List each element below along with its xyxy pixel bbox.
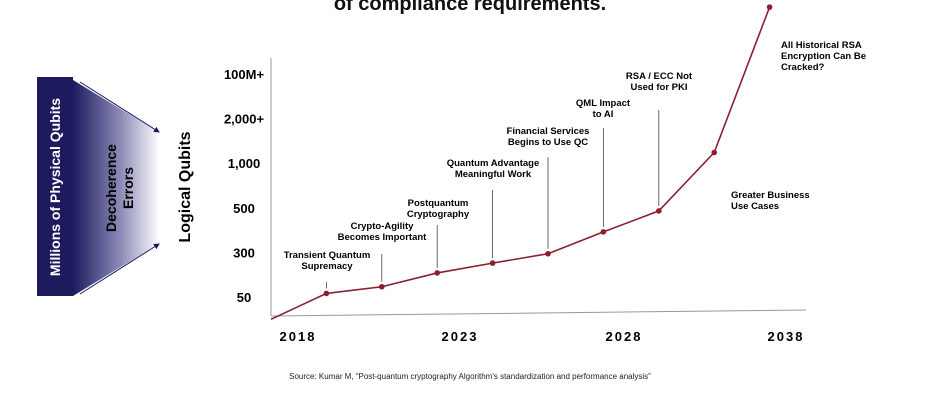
annotation-label: Financial Services Begins to Use QC bbox=[507, 126, 590, 148]
annotation-label: Transient Quantum Supremacy bbox=[284, 250, 371, 272]
y-tick-label: 500 bbox=[233, 201, 255, 216]
annotation-label: Quantum Advantage Meaningful Work bbox=[447, 158, 540, 180]
physical-qubits-box bbox=[37, 77, 73, 296]
annotation-label: Crypto-Agility Becomes Important bbox=[338, 221, 428, 243]
y-tick-label: 300 bbox=[233, 245, 255, 260]
side-panel: Millions of Physical Qubits Decoherence … bbox=[37, 77, 160, 296]
x-tick-label-2023: 2023 bbox=[442, 329, 479, 344]
x-tick-label-2028: 2028 bbox=[606, 329, 643, 344]
decoherence-funnel bbox=[73, 80, 160, 296]
x-tick-label-2018: 2018 bbox=[280, 329, 317, 344]
data-point bbox=[656, 208, 662, 214]
annotation-label: QML Impact to AI bbox=[576, 98, 631, 120]
data-point bbox=[545, 250, 551, 257]
y-tick-label: 2,000+ bbox=[224, 112, 265, 127]
annotation-label: All Historical RSA Encryption Can Be Crack… bbox=[781, 40, 866, 73]
series-polyline bbox=[270, 6, 771, 321]
annotations: Transient Quantum Supremacy Crypto-Agility… bbox=[284, 40, 866, 272]
source-note: Source: Kumar M, “Post-quantum cryptogra… bbox=[289, 372, 651, 381]
data-point bbox=[711, 149, 717, 156]
physical-qubits-label: Millions of Physical Qubits bbox=[47, 98, 63, 276]
annotation-label: RSA / ECC Not Used for PKI bbox=[626, 71, 693, 93]
series-line bbox=[270, 6, 771, 321]
y-tick-label: 50 bbox=[237, 290, 251, 305]
y-axis-label: Logical Qubits bbox=[177, 131, 194, 242]
data-point bbox=[434, 270, 441, 276]
data-point bbox=[766, 4, 773, 10]
funnel-arrow-bottom bbox=[79, 243, 160, 295]
x-axis bbox=[270, 309, 807, 317]
y-ticks: 100M+ 2,000+ 1,000 500 300 50 bbox=[224, 67, 265, 305]
data-point bbox=[489, 260, 496, 266]
data-point bbox=[379, 283, 385, 290]
chart-title: of compliance requirements. bbox=[333, 0, 607, 15]
data-points bbox=[323, 4, 773, 297]
x-tick-label-2038: 2038 bbox=[768, 329, 805, 344]
funnel-arrow-top bbox=[79, 81, 160, 133]
y-tick-label: 1,000 bbox=[228, 156, 261, 171]
annotation-leaders bbox=[325, 110, 660, 289]
data-point bbox=[323, 290, 330, 297]
data-point bbox=[600, 229, 607, 235]
y-tick-label: 100M+ bbox=[224, 67, 265, 82]
annotation-label: Greater Business Use Cases bbox=[731, 190, 810, 212]
x-ticks: 2018 2023 2028 2038 bbox=[280, 329, 805, 344]
errors-label: Errors bbox=[120, 167, 136, 209]
decoherence-label: Decoherence bbox=[103, 144, 119, 232]
annotation-label: Postquantum Cryptography bbox=[407, 198, 470, 220]
